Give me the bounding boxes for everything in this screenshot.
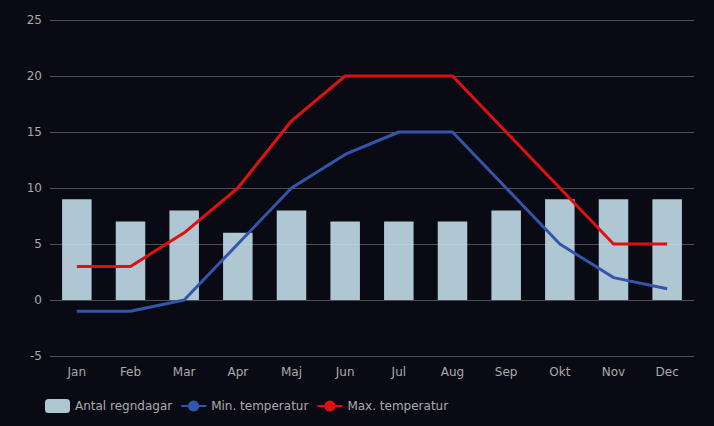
- svg-text:Feb: Feb: [120, 365, 141, 379]
- svg-text:25: 25: [27, 13, 42, 27]
- svg-text:10: 10: [27, 181, 42, 195]
- svg-text:Jan: Jan: [67, 365, 87, 379]
- svg-text:20: 20: [27, 69, 42, 83]
- svg-text:Aug: Aug: [441, 365, 464, 379]
- svg-text:Dec: Dec: [656, 365, 679, 379]
- svg-text:Maj: Maj: [281, 365, 302, 379]
- svg-text:Mar: Mar: [173, 365, 196, 379]
- svg-text:Min. temperatur: Min. temperatur: [211, 399, 308, 413]
- svg-text:Antal regndagar: Antal regndagar: [75, 399, 172, 413]
- svg-text:Apr: Apr: [227, 365, 248, 379]
- svg-text:Jul: Jul: [391, 365, 406, 379]
- svg-text:0: 0: [34, 293, 42, 307]
- svg-text:5: 5: [34, 237, 42, 251]
- svg-text:Jun: Jun: [335, 365, 355, 379]
- svg-text:Okt: Okt: [549, 365, 570, 379]
- svg-text:-5: -5: [30, 349, 42, 363]
- svg-text:Nov: Nov: [602, 365, 625, 379]
- svg-text:Sep: Sep: [495, 365, 518, 379]
- svg-text:15: 15: [27, 125, 42, 139]
- svg-text:Max. temperatur: Max. temperatur: [347, 399, 448, 413]
